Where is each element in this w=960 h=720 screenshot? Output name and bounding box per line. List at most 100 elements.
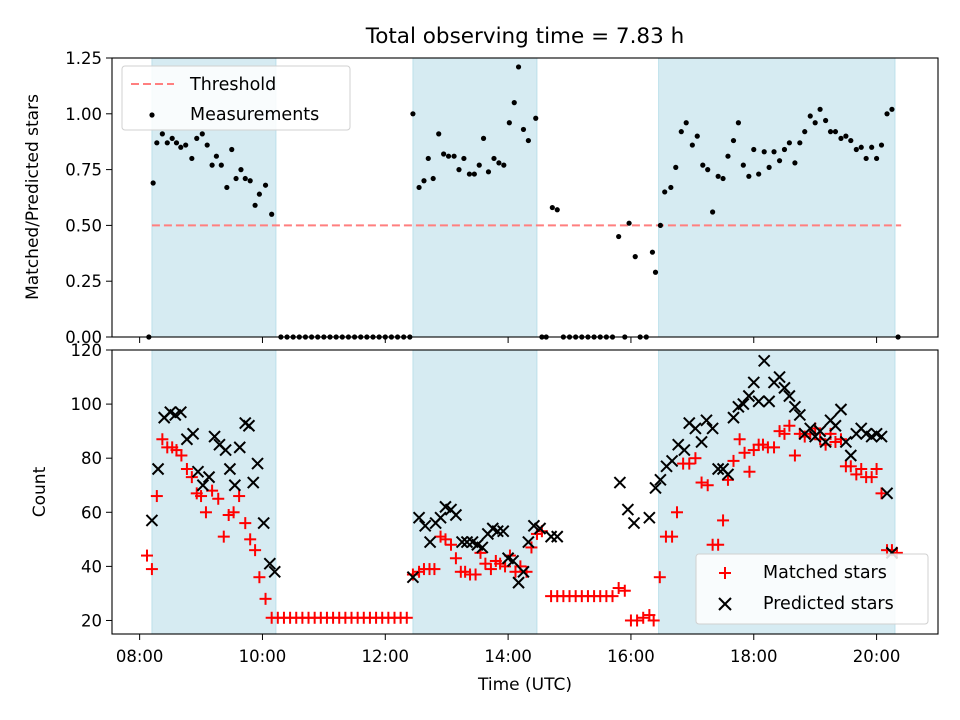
predicted-stars-point [678,443,691,457]
matched-stars-point [783,419,796,432]
measurement-point [554,207,560,213]
y-tick-label: 40 [81,557,102,576]
matched-stars-point [768,441,781,454]
x-tick-label: 16:00 [607,647,655,666]
predicted-stars-point [174,406,187,419]
measurement-point [766,164,772,170]
predicted-stars-point [512,576,525,589]
matched-stars-point [156,433,169,446]
measurement-point [247,178,253,184]
predicted-stars-point [819,435,832,449]
measurement-point [884,111,890,117]
matched-stars-point [185,471,198,484]
predicted-stars-point [747,376,760,389]
predicted-stars-point [506,554,520,568]
measurement-point [262,182,269,188]
predicted-stars-legend-label: Predicted stars [763,594,894,614]
measurement-point [649,249,656,255]
measurement-point [189,155,195,162]
predicted-stars-point [522,535,535,549]
matched-stars-point [875,487,888,500]
predicted-stars-point [844,449,858,462]
measurement-point [164,140,170,146]
measurement-point [720,175,726,182]
predicted-stars-point [496,525,510,538]
measurement-point [776,158,783,164]
y-tick-label: 1.25 [65,49,102,68]
y-tick-label: 0.25 [65,272,102,291]
matched-stars-point [199,506,212,519]
matched-stars-point [733,433,746,446]
predicted-stars-point [643,511,656,524]
measurement-point [858,144,864,150]
measurement-point [410,111,416,117]
matched-stars-point [249,544,262,557]
measurement-point [662,189,668,195]
matched-stars-point [834,433,847,446]
measurement-point [485,169,492,175]
predicted-stars-point [829,419,842,432]
measurement-point [154,140,160,146]
shaded-interval-1 [412,349,538,635]
measurement-point [678,129,684,135]
top-panel: 0.00 0.25 0.50 0.75 1.00 1.25 Matched/Predict… [23,49,939,347]
measurement-point [668,184,674,191]
predicted-stars-point [689,422,702,435]
predicted-stars-point [491,525,504,538]
matched-stars-point [653,571,666,584]
measurement-point [416,184,422,191]
bottom-legend-box [695,553,929,625]
predicted-stars-point [788,400,802,414]
measurement-point [451,153,457,159]
predicted-stars-point [208,430,221,443]
matched-stars-point [239,517,252,530]
measurement-point [843,133,849,139]
top-legend-box [121,65,351,131]
top-data-layer [146,64,902,340]
y-tick-label: 1.00 [65,105,102,124]
measurement-point [269,211,275,217]
threshold-legend-label: Threshold [189,75,276,95]
predicted-stars-point [742,389,756,403]
predicted-stars-point [263,557,277,570]
measurement-point [863,155,869,162]
predicted-stars-point [412,511,426,524]
predicted-stars-point [151,462,165,476]
matched-stars-point [439,533,452,546]
predicted-stars-point [257,516,270,530]
measurement-point [169,135,175,141]
measurement-point [848,137,854,144]
measurement-point [832,129,839,135]
matched-stars-legend-swatch [719,567,731,579]
y-tick-label: 120 [71,341,103,360]
measurement-point [786,140,792,146]
shaded-interval-0 [151,349,277,635]
measurement-point [878,142,885,148]
predicted-stars-point [418,519,432,533]
measurement-point [735,120,742,126]
measurement-point [173,140,180,146]
measurement-point [689,142,695,148]
shaded-interval-2 [658,57,896,338]
measurement-point [694,133,700,139]
measurement-point [441,151,447,157]
measurement-point [616,233,622,240]
x-tick-label: 12:00 [362,647,410,666]
measurement-point [194,135,200,141]
predicted-stars-point [737,397,750,411]
measurement-point [461,155,467,162]
predicted-stars-point [476,541,489,554]
top-y-axis-label: Matched/Predicted stars [23,94,43,300]
measurement-point [436,131,442,137]
predicted-stars-point [804,422,817,435]
measurement-point [209,162,215,168]
predicted-stars-point [406,570,420,584]
predicted-stars-point [460,535,474,549]
matched-stars-point [484,563,497,576]
measurement-point [807,113,813,119]
measurement-point [199,131,205,137]
matched-stars-point [449,552,462,565]
measurement-point [873,155,880,162]
matched-stars-point [637,611,650,624]
predicted-stars-point [455,535,469,549]
